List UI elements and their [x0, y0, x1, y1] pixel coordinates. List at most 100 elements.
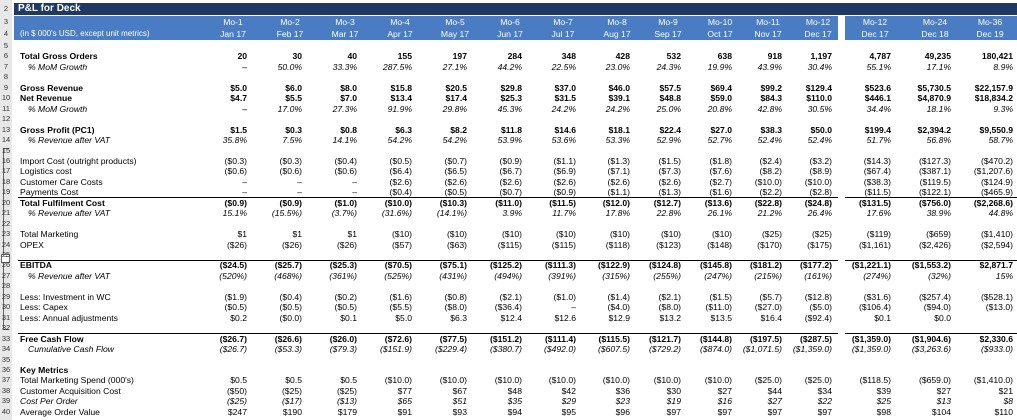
value-cell: $94: [507, 406, 522, 417]
row-label: Cost Per Order: [20, 396, 78, 407]
value-cell: ($6.4): [389, 166, 412, 177]
row-number: 23: [1, 229, 11, 239]
value-cell: ($24.5): [219, 260, 247, 271]
value-cell: ($122.1): [918, 187, 951, 198]
value-cell: ($0.7): [499, 187, 522, 198]
value-cell: $13.4: [390, 93, 412, 104]
value-cell: ($36.4): [494, 302, 522, 313]
value-cell: 44.8%: [988, 208, 1013, 219]
header-band-years: [845, 16, 1017, 40]
value-cell: 1,197: [810, 51, 832, 62]
value-cell: $4.7: [230, 93, 247, 104]
value-cell: $1: [237, 229, 247, 240]
value-cell: $97: [767, 406, 782, 417]
value-cell: ($25): [811, 229, 832, 240]
value-cell: ($729.2): [648, 344, 681, 355]
value-cell: (15.5%): [271, 208, 302, 219]
row-label: Import Cost (outright products): [20, 155, 137, 166]
row-number: 16: [1, 155, 11, 165]
value-cell: $2,330.6: [979, 333, 1013, 344]
value-cell: ($121.7): [648, 333, 681, 344]
value-cell: ($5.5): [389, 302, 412, 313]
row-number: 30: [1, 302, 11, 312]
value-cell: (14.1%): [436, 208, 467, 219]
value-cell: ($8.0): [444, 302, 467, 313]
value-cell: $129.4: [805, 82, 832, 93]
date-header: Dec 17: [804, 29, 832, 39]
value-cell: ($79.3): [329, 344, 357, 355]
value-cell: ($25): [336, 385, 357, 396]
value-cell: ($6.5): [444, 166, 467, 177]
value-cell: $69.4: [710, 82, 732, 93]
value-cell: ($111.3): [544, 260, 576, 271]
value-cell: $1: [347, 229, 357, 240]
value-cell: $199.4: [864, 124, 891, 135]
value-cell: 180,421: [981, 51, 1013, 62]
value-cell: $42: [561, 385, 576, 396]
outline-toggle[interactable]: −: [1, 254, 10, 263]
value-cell: $27: [717, 385, 732, 396]
value-cell: ($170): [757, 239, 782, 250]
value-cell: ($94.0): [923, 302, 951, 313]
row-number: 2: [3, 4, 9, 13]
value-cell: ($1.3): [658, 187, 681, 198]
value-cell: 9.3%: [993, 103, 1013, 114]
value-cell: 24.2%: [605, 103, 630, 114]
row-label: Key Metrics: [20, 364, 69, 375]
value-cell: (215%): [754, 270, 782, 281]
value-cell: ($118.5): [859, 375, 891, 386]
month-header: Mo-4: [390, 17, 410, 27]
value-cell: ($12.8): [804, 291, 832, 302]
title-band: [14, 3, 1017, 15]
value-cell: 3.9%: [502, 208, 522, 219]
value-cell: $48.8: [659, 93, 681, 104]
value-cell: 33.3%: [332, 61, 357, 72]
value-cell: $12.4: [500, 312, 522, 323]
value-cell: (431%): [439, 270, 467, 281]
date-header: Jun 17: [497, 29, 523, 39]
value-cell: ($115): [551, 239, 576, 250]
value-cell: 52.9%: [656, 135, 681, 146]
value-cell: 24.3%: [656, 61, 681, 72]
date-header: Sep 17: [654, 29, 682, 39]
value-cell: ($1.1): [607, 187, 630, 198]
value-cell: ($2.6): [607, 176, 630, 187]
value-cell: 51.7%: [866, 135, 891, 146]
value-cell: ($1.6): [709, 187, 732, 198]
value-cell: ($0.9): [499, 155, 522, 166]
value-cell: –: [297, 187, 302, 198]
value-cell: ($0.2): [334, 291, 357, 302]
value-cell: ($151.9): [379, 344, 412, 355]
row-label: % Revenue after VAT: [28, 208, 111, 219]
value-cell: ($106.4): [858, 302, 891, 313]
month-header: Mo-1: [223, 17, 243, 27]
value-cell: $446.1: [864, 93, 891, 104]
value-cell: 52.4%: [807, 135, 832, 146]
value-cell: (274%): [863, 270, 891, 281]
date-header: Oct 17: [707, 29, 733, 39]
value-cell: ($5.0): [809, 302, 832, 313]
value-cell: ($75.1): [439, 260, 467, 271]
value-cell: ($659): [926, 229, 951, 240]
row-border: [845, 333, 1017, 335]
row-border: [845, 259, 1017, 261]
value-cell: ($10.3): [439, 197, 467, 208]
value-cell: ($1,410.0): [973, 375, 1013, 386]
row-number: 32: [1, 323, 11, 333]
row-number: 18: [1, 176, 11, 186]
row-number: 13: [1, 124, 11, 134]
value-cell: (494%): [494, 270, 522, 281]
value-cell: $20.5: [445, 82, 467, 93]
value-cell: (3.7%): [331, 208, 357, 219]
row-label: Total Gross Orders: [20, 51, 98, 62]
value-cell: 155: [397, 51, 412, 62]
row-number: 17: [1, 166, 11, 176]
value-cell: ($53.3): [274, 344, 302, 355]
value-cell: 22.8%: [656, 208, 681, 219]
row-label: EBITDA: [20, 260, 52, 271]
value-cell: ($4.0): [607, 302, 630, 313]
row-border: [845, 197, 1017, 199]
value-cell: $36: [615, 385, 630, 396]
row-label: Total Fulfilment Cost: [20, 197, 105, 208]
value-cell: 54.2%: [442, 135, 467, 146]
